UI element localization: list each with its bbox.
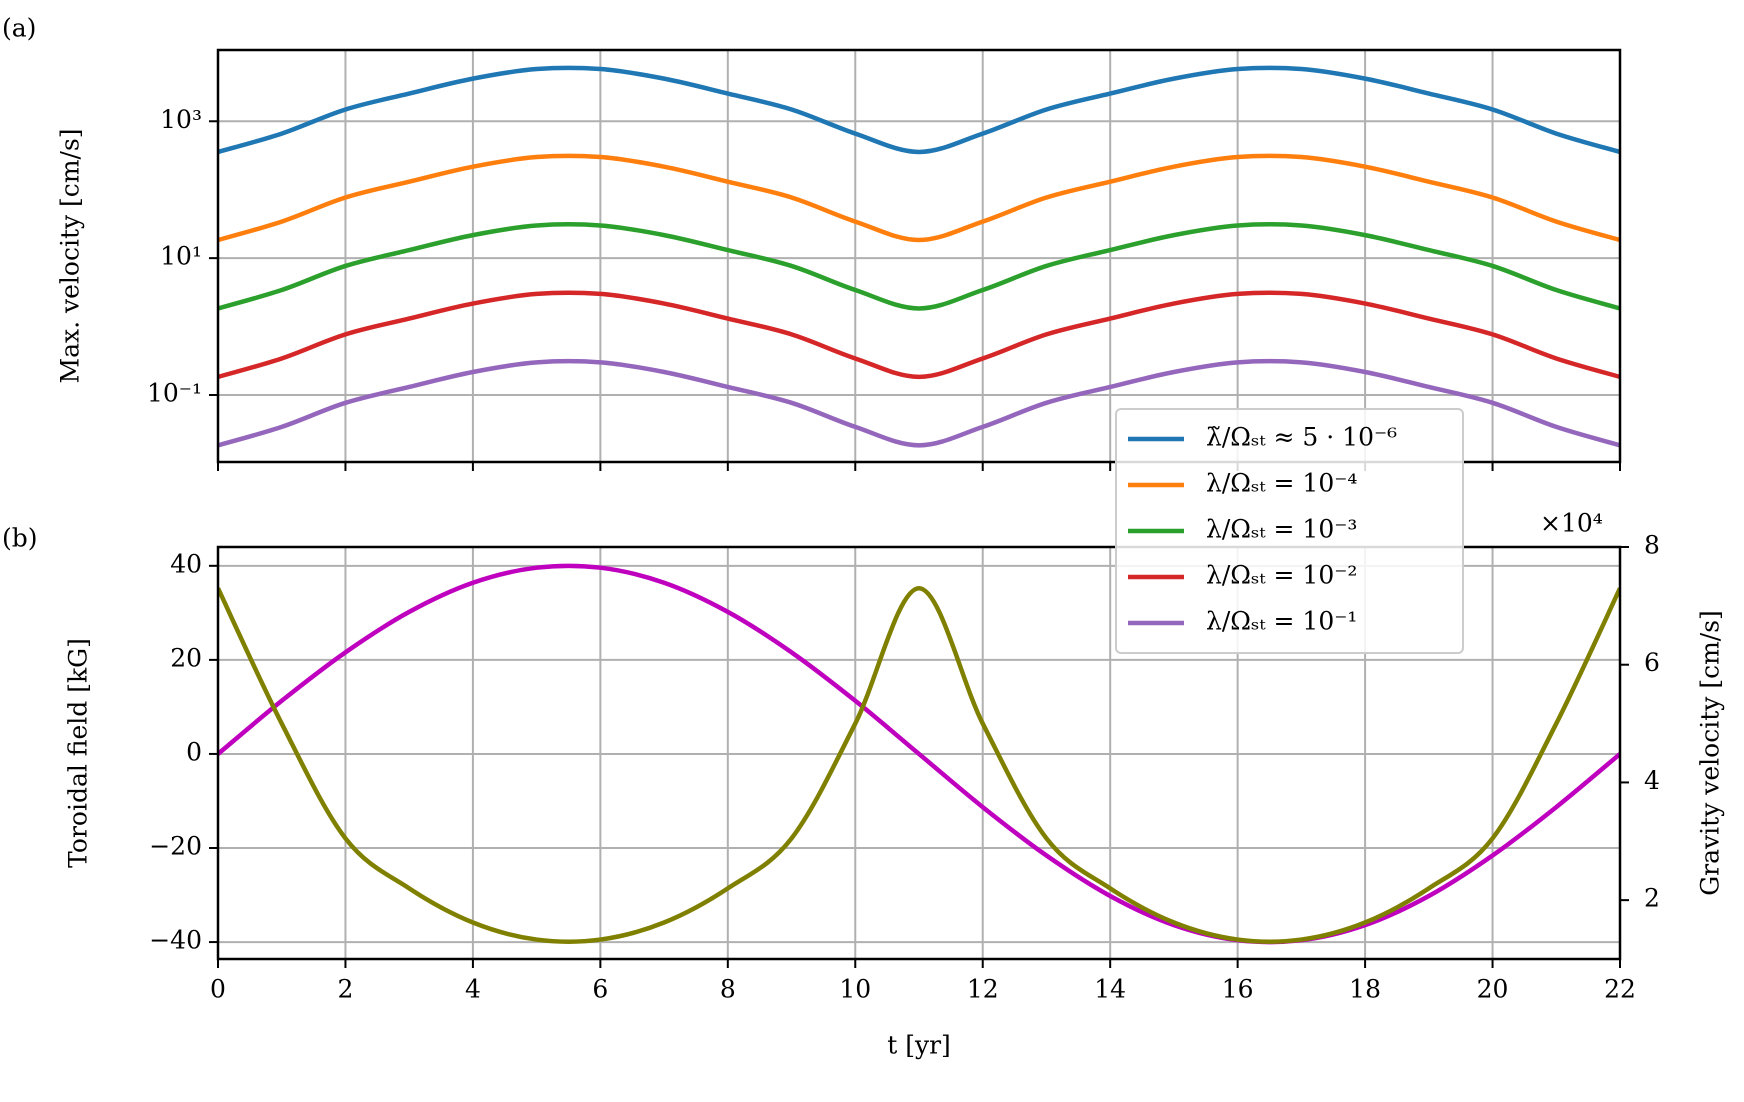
- legend-label: λ/Ωₛₜ = 10⁻⁴: [1206, 469, 1357, 498]
- series-line: [218, 358, 1620, 448]
- x-tick-label: 12: [967, 975, 999, 1004]
- x-tick-label: 20: [1477, 975, 1509, 1004]
- y-tick-label: 10³: [160, 105, 202, 134]
- legend-label: λ/Ωₛₜ = 10⁻²: [1206, 561, 1357, 590]
- x-tick-label: 8: [720, 975, 736, 1004]
- y2-tick-label: 8: [1644, 531, 1660, 560]
- plot-frame: [216, 48, 1622, 464]
- legend-label: λ̃/Ωₛₜ ≈ 5 · 10⁻⁶: [1206, 423, 1397, 452]
- series-line: [218, 563, 1620, 945]
- x-tick-label: 2: [338, 975, 354, 1004]
- y2-tick-label: 6: [1644, 648, 1660, 677]
- x-tick-label: 16: [1222, 975, 1254, 1004]
- plot-frame: [216, 545, 1622, 961]
- y2-tick-label: 2: [1644, 884, 1660, 913]
- panel-label: (a): [2, 14, 36, 43]
- legend-box: [1115, 408, 1464, 654]
- x-tick-label: 0: [210, 975, 226, 1004]
- y-tick-label: 10¹: [160, 242, 202, 271]
- panel-label: (b): [2, 524, 38, 553]
- series-line: [218, 290, 1620, 380]
- x-tick-label: 22: [1604, 975, 1636, 1004]
- x-axis-label: t [yr]: [887, 1031, 951, 1060]
- y-tick-label: 10⁻¹: [147, 379, 202, 408]
- y-tick-label: 0: [186, 737, 202, 766]
- y-tick-label: −40: [149, 926, 202, 955]
- x-tick-label: 18: [1349, 975, 1381, 1004]
- x-tick-label: 14: [1094, 975, 1126, 1004]
- series-line: [218, 153, 1620, 243]
- legend-label: λ/Ωₛₜ = 10⁻³: [1206, 515, 1357, 544]
- y2-tick-label: 4: [1644, 766, 1660, 795]
- x-tick-label: 10: [839, 975, 871, 1004]
- y-axis-label: Toroidal field [kG]: [64, 638, 93, 868]
- x-tick-label: 4: [465, 975, 481, 1004]
- y2-axis-label: Gravity velocity [cm/s]: [1696, 610, 1725, 896]
- y-tick-label: −20: [149, 832, 202, 861]
- series-line: [218, 222, 1620, 311]
- y2-multiplier: ×10⁴: [1540, 509, 1603, 538]
- y-tick-label: 40: [170, 549, 202, 578]
- x-tick-label: 6: [592, 975, 608, 1004]
- series-line: [218, 585, 1620, 944]
- legend-label: λ/Ωₛₜ = 10⁻¹: [1206, 607, 1357, 636]
- series-line: [218, 65, 1620, 155]
- y-tick-label: 20: [170, 643, 202, 672]
- y-axis-label: Max. velocity [cm/s]: [56, 128, 85, 383]
